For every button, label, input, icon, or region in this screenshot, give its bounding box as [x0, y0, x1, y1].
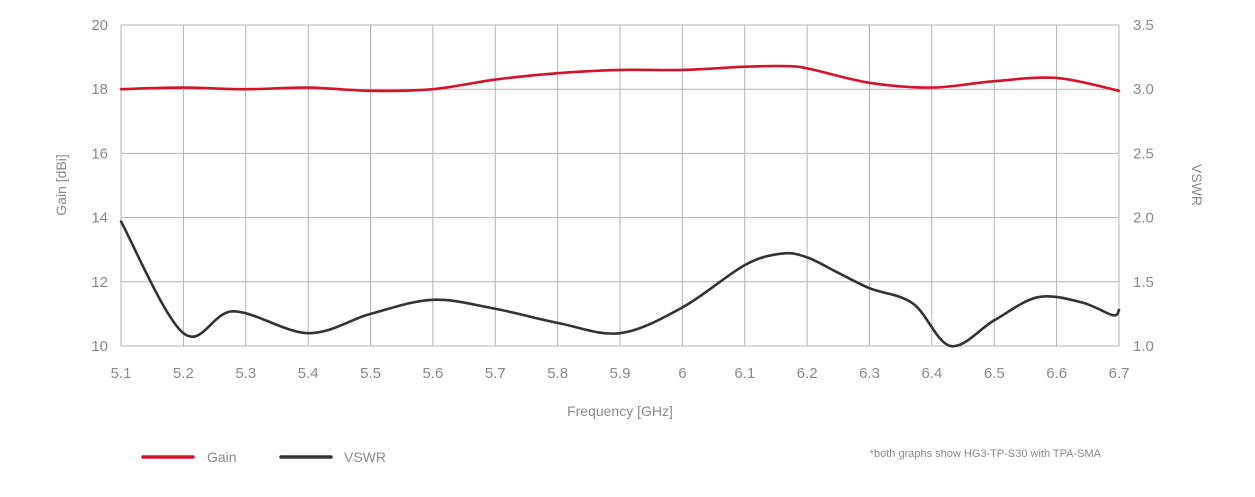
- x-tick-label: 6.1: [734, 365, 755, 382]
- legend-label-vswr: VSWR: [344, 449, 386, 465]
- y-left-tick-label: 16: [91, 145, 108, 162]
- legend: Gain VSWR: [141, 449, 386, 465]
- y-right-tick-label: 3.5: [1133, 17, 1154, 34]
- x-tick-label: 5.2: [173, 365, 194, 382]
- x-tick-label: 6.7: [1109, 365, 1130, 382]
- x-tick-label: 6.3: [859, 365, 880, 382]
- x-tick-label: 5.7: [485, 365, 506, 382]
- y-right-tick-label: 2.5: [1133, 145, 1154, 162]
- series-line-vswr: [119, 220, 1121, 348]
- x-tick-label: 5.4: [298, 365, 319, 382]
- y-left-tick-label: 18: [91, 81, 108, 98]
- y-left-axis-label: Gain [dBi]: [53, 154, 69, 215]
- x-tick-label: 6.5: [984, 365, 1005, 382]
- y-right-tick-label: 1.0: [1133, 338, 1154, 355]
- x-tick-label: 5.9: [610, 365, 631, 382]
- x-tick-label: 6.4: [921, 365, 942, 382]
- y-right-axis-ticks: 3.5 3.0 2.5 2.0 1.5 1.0: [1133, 17, 1154, 355]
- x-tick-label: 6.6: [1046, 365, 1067, 382]
- series-line-gain: [119, 64, 1121, 93]
- y-right-tick-label: 3.0: [1133, 81, 1154, 98]
- legend-label-gain: Gain: [207, 449, 237, 465]
- y-right-axis-label: VSWR: [1189, 164, 1205, 206]
- x-tick-label: 5.1: [111, 365, 132, 382]
- y-right-tick-label: 2.0: [1133, 210, 1154, 227]
- y-right-tick-label: 1.5: [1133, 274, 1154, 291]
- series-lines: [119, 64, 1121, 348]
- x-axis-ticks: 5.1 5.2 5.3 5.4 5.5 5.6 5.7 5.8 5.9 6 6.1 6.2 6.3 6.4…: [111, 365, 1130, 382]
- x-tick-label: 5.8: [547, 365, 568, 382]
- footnote: *both graphs show HG3-TP-S30 with TPA-SM…: [870, 448, 1102, 460]
- x-tick-label: 5.6: [422, 365, 443, 382]
- x-tick-label: 6.2: [797, 365, 818, 382]
- chart-grid: [120, 24, 1120, 347]
- x-axis-label: Frequency [GHz]: [567, 403, 673, 419]
- y-left-tick-label: 12: [91, 274, 108, 291]
- x-tick-label: 6: [678, 365, 686, 382]
- x-tick-label: 5.5: [360, 365, 381, 382]
- x-tick-label: 5.3: [235, 365, 256, 382]
- y-left-axis-ticks: 20 18 16 14 12 10: [91, 17, 108, 355]
- y-left-tick-label: 10: [91, 338, 108, 355]
- y-left-tick-label: 20: [91, 17, 108, 34]
- y-left-tick-label: 14: [91, 210, 108, 227]
